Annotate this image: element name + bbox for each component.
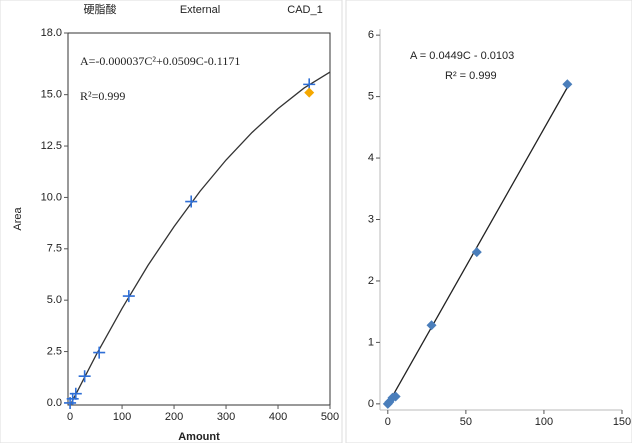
chart-title: External [180,4,220,16]
right-panel [345,0,632,443]
y-tick-label: 5.0 [47,294,62,306]
x-tick-label: 100 [535,416,553,428]
y-tick-label: 4 [368,152,374,164]
y-tick-label: 7.5 [47,243,62,255]
x-axis-label: Amount [178,431,220,443]
point [426,320,437,331]
y-tick-label: 0 [368,398,374,410]
y-tick-label: 1 [368,336,374,348]
chart-title: CAD_1 [287,4,322,16]
point [185,195,198,208]
y-tick-label: 18.0 [41,27,62,39]
point [122,290,135,303]
annotation: R² = 0.999 [445,70,497,82]
annotation: A = 0.0449C - 0.0103 [410,50,514,62]
y-tick-label: 12.5 [41,140,62,152]
annotation: R²=0.999 [80,89,125,103]
x-tick-label: 500 [321,411,339,423]
x-tick-label: 100 [113,411,131,423]
y-tick-label: 10.0 [41,191,62,203]
point [304,87,315,98]
y-tick-label: 3 [368,213,374,225]
point [69,387,82,400]
y-tick-label: 6 [368,29,374,41]
y-tick-label: 2.5 [47,345,62,357]
y-tick-label: 2 [368,275,374,287]
x-tick-label: 400 [269,411,287,423]
plot-frame [67,32,331,406]
x-tick-label: 200 [165,411,183,423]
left-panel [0,0,343,443]
x-tick-label: 0 [67,411,73,423]
point [471,247,482,258]
x-tick-label: 300 [217,411,235,423]
y-tick-label: 0.0 [47,397,62,409]
x-tick-label: 0 [385,416,391,428]
annotation: A=-0.000037C²+0.0509C-0.1171 [80,54,240,68]
point [390,391,401,402]
fit-line [69,71,331,406]
y-axis-label: Area [12,207,24,231]
point [93,346,106,359]
fit-line [387,87,568,405]
y-tick-label: 15.0 [41,89,62,101]
y-tick-label: 5 [368,91,374,103]
x-tick-label: 50 [460,416,472,428]
x-tick-label: 150 [613,416,631,428]
point [78,370,91,383]
point [562,79,573,90]
chart-title: 硬脂酸 [84,2,117,16]
point [66,392,79,405]
